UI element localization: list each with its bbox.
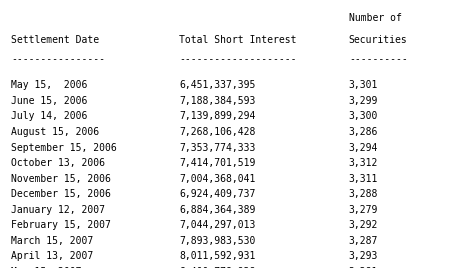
Text: October 13, 2006: October 13, 2006 xyxy=(11,158,106,168)
Text: 3,281: 3,281 xyxy=(349,267,378,268)
Text: 3,301: 3,301 xyxy=(349,80,378,90)
Text: 7,414,701,519: 7,414,701,519 xyxy=(179,158,255,168)
Text: 7,353,774,333: 7,353,774,333 xyxy=(179,143,255,152)
Text: 7,268,106,428: 7,268,106,428 xyxy=(179,127,255,137)
Text: 3,311: 3,311 xyxy=(349,174,378,184)
Text: 3,299: 3,299 xyxy=(349,96,378,106)
Text: December 15, 2006: December 15, 2006 xyxy=(11,189,111,199)
Text: 3,292: 3,292 xyxy=(349,220,378,230)
Text: June 15, 2006: June 15, 2006 xyxy=(11,96,88,106)
Text: Securities: Securities xyxy=(349,35,408,45)
Text: 6,924,409,737: 6,924,409,737 xyxy=(179,189,255,199)
Text: 6,451,337,395: 6,451,337,395 xyxy=(179,80,255,90)
Text: 7,188,384,593: 7,188,384,593 xyxy=(179,96,255,106)
Text: May 15,  2006: May 15, 2006 xyxy=(11,80,88,90)
Text: --------------------: -------------------- xyxy=(179,54,296,64)
Text: April 13, 2007: April 13, 2007 xyxy=(11,251,94,261)
Text: 7,004,368,041: 7,004,368,041 xyxy=(179,174,255,184)
Text: September 15, 2006: September 15, 2006 xyxy=(11,143,117,152)
Text: 3,288: 3,288 xyxy=(349,189,378,199)
Text: Settlement Date: Settlement Date xyxy=(11,35,100,45)
Text: July 14, 2006: July 14, 2006 xyxy=(11,111,88,121)
Text: Total Short Interest: Total Short Interest xyxy=(179,35,296,45)
Text: August 15, 2006: August 15, 2006 xyxy=(11,127,100,137)
Text: ----------: ---------- xyxy=(349,54,408,64)
Text: 7,044,297,013: 7,044,297,013 xyxy=(179,220,255,230)
Text: 3,286: 3,286 xyxy=(349,127,378,137)
Text: 3,279: 3,279 xyxy=(349,205,378,215)
Text: November 15, 2006: November 15, 2006 xyxy=(11,174,111,184)
Text: 3,293: 3,293 xyxy=(349,251,378,261)
Text: 6,884,364,389: 6,884,364,389 xyxy=(179,205,255,215)
Text: Number of: Number of xyxy=(349,13,402,23)
Text: 3,287: 3,287 xyxy=(349,236,378,246)
Text: 3,300: 3,300 xyxy=(349,111,378,121)
Text: March 15, 2007: March 15, 2007 xyxy=(11,236,94,246)
Text: 8,011,592,931: 8,011,592,931 xyxy=(179,251,255,261)
Text: February 15, 2007: February 15, 2007 xyxy=(11,220,111,230)
Text: 3,312: 3,312 xyxy=(349,158,378,168)
Text: January 12, 2007: January 12, 2007 xyxy=(11,205,106,215)
Text: 7,139,899,294: 7,139,899,294 xyxy=(179,111,255,121)
Text: ----------------: ---------------- xyxy=(11,54,106,64)
Text: May 15, 2007: May 15, 2007 xyxy=(11,267,82,268)
Text: 7,893,983,530: 7,893,983,530 xyxy=(179,236,255,246)
Text: 8,400,778,928: 8,400,778,928 xyxy=(179,267,255,268)
Text: 3,294: 3,294 xyxy=(349,143,378,152)
